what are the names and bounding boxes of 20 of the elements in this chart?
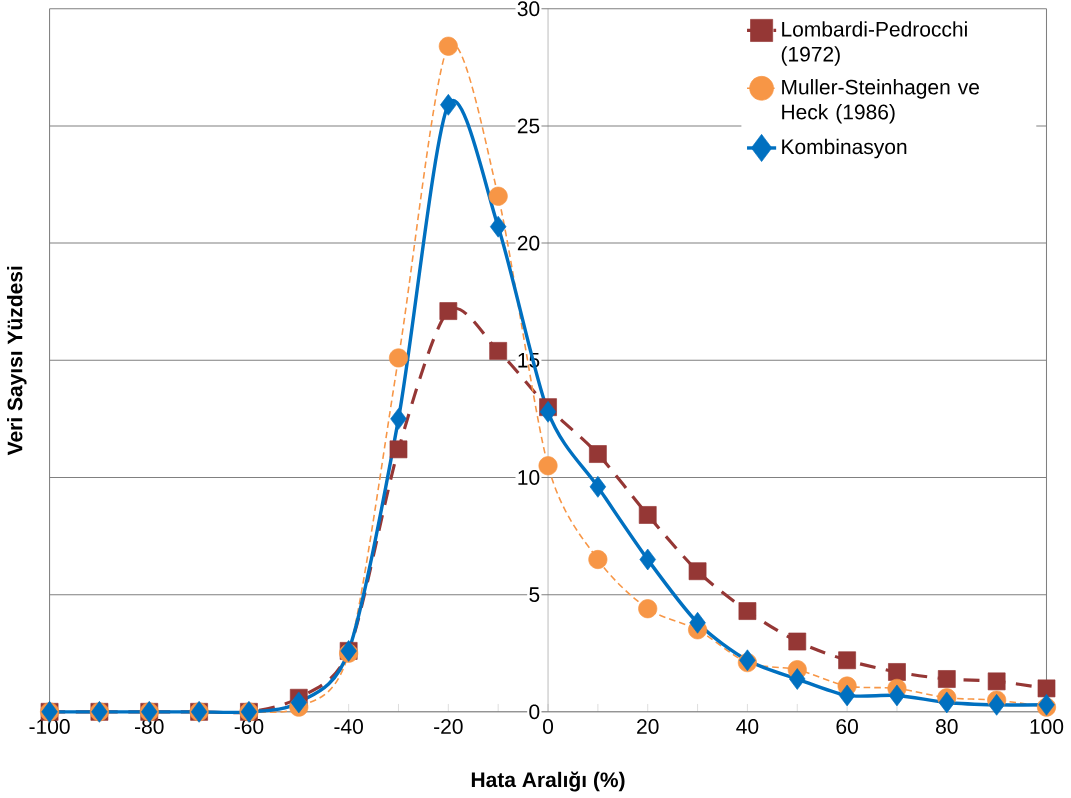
x-tick-label: 60 — [836, 718, 858, 734]
y-tick-label: 25 — [517, 118, 540, 134]
legend-label: Muller-Steinhagen ve Heck (1986) — [782, 78, 979, 124]
x-axis-title: Hata Aralığı (%) — [471, 771, 625, 792]
x-tick-label: 100 — [1030, 718, 1064, 734]
legend-label: Kombinasyon — [782, 138, 907, 159]
y-tick-label: 5 — [529, 587, 540, 602]
y-tick-label: 10 — [518, 469, 540, 485]
x-tick-label: -20 — [434, 718, 463, 734]
x-tick-label: -40 — [334, 718, 363, 734]
x-tick-label: 0 — [543, 718, 554, 734]
x-tick-label: -100 — [29, 718, 70, 734]
legend-label: Lombardi-Pedrocchi (1972) — [781, 21, 967, 66]
y-axis-title: Veri Sayısı Yüzdesi — [7, 266, 27, 455]
y-tick-label: 30 — [517, 1, 540, 16]
x-tick-label: 40 — [736, 718, 759, 734]
y-tick-label: 0 — [529, 704, 540, 720]
x-tick-label: 80 — [936, 718, 958, 734]
y-tick-label: 20 — [517, 235, 540, 251]
x-tick-label: 20 — [637, 718, 659, 734]
